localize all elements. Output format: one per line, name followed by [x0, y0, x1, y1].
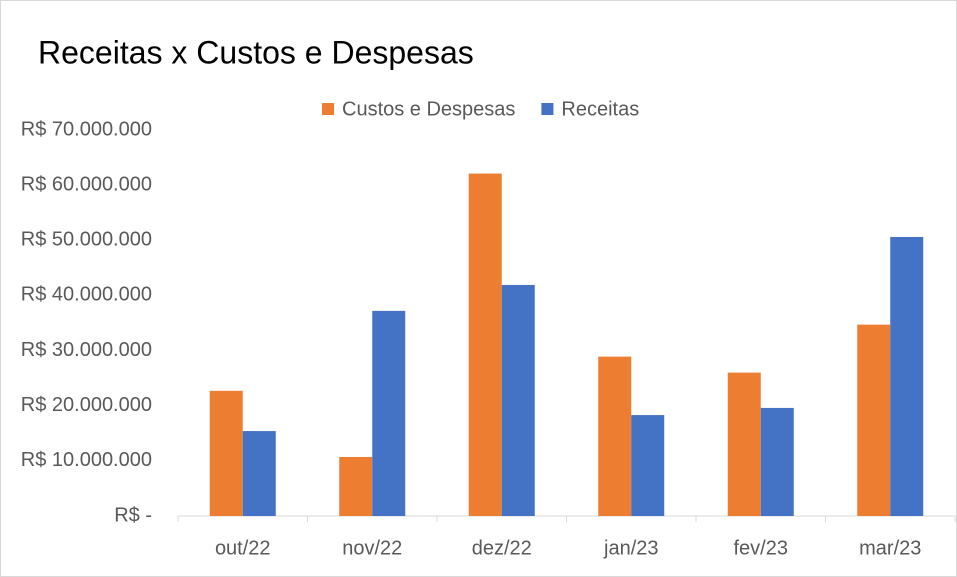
- legend-swatch: [322, 103, 334, 115]
- y-tick-label: R$ 60.000.000: [21, 173, 152, 195]
- bar: [242, 431, 276, 516]
- bar: [890, 236, 924, 516]
- bar: [631, 415, 665, 516]
- bar: [501, 284, 535, 516]
- bar: [727, 372, 761, 516]
- y-tick-label: R$ 70.000.000: [21, 118, 152, 140]
- y-tick-label: R$ 20.000.000: [21, 394, 152, 416]
- y-tick-label: R$ -: [114, 504, 152, 526]
- chart-title: Receitas x Custos e Despesas: [38, 34, 474, 70]
- bar: [339, 456, 373, 516]
- y-tick-label: R$ 50.000.000: [21, 229, 152, 251]
- x-tick-label: jan/23: [603, 537, 659, 559]
- y-tick-label: R$ 30.000.000: [21, 339, 152, 361]
- y-tick-label: R$ 40.000.000: [21, 284, 152, 306]
- bar: [760, 407, 794, 516]
- x-tick-label: fev/23: [734, 537, 788, 559]
- bar: [598, 356, 632, 516]
- x-tick-label: mar/23: [859, 537, 921, 559]
- bar: [857, 324, 891, 516]
- bar: [468, 173, 502, 516]
- legend-label: Receitas: [561, 98, 639, 120]
- x-tick-label: nov/22: [342, 537, 402, 559]
- y-tick-label: R$ 10.000.000: [21, 449, 152, 471]
- legend-swatch: [541, 103, 554, 115]
- bar: [372, 310, 406, 516]
- legend-label: Custos e Despesas: [342, 98, 515, 120]
- bar: [209, 390, 243, 516]
- x-tick-label: out/22: [215, 537, 271, 559]
- x-tick-label: dez/22: [472, 537, 532, 559]
